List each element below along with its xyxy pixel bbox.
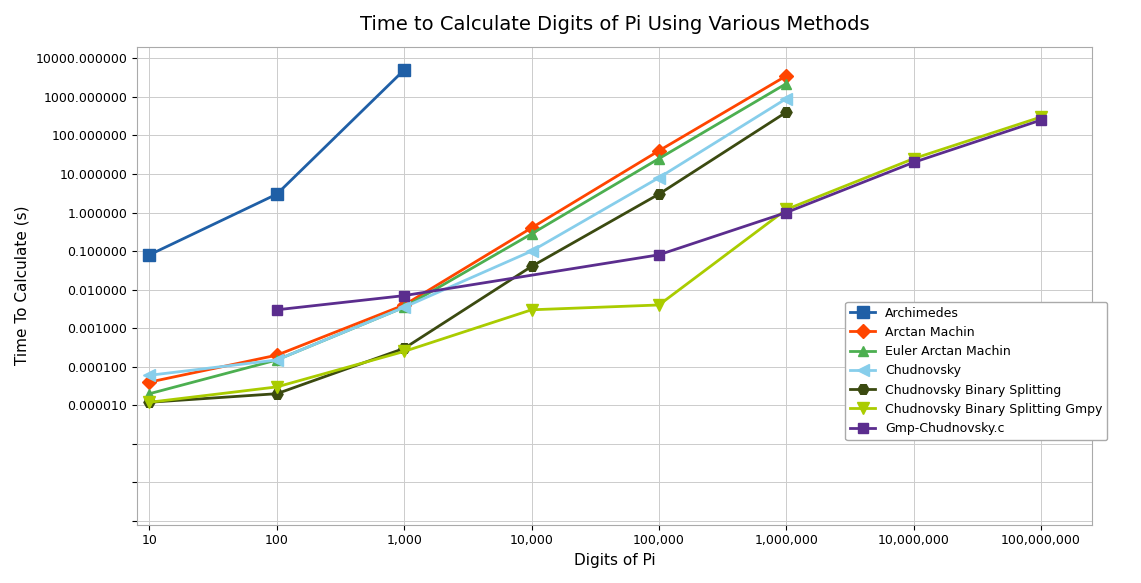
Euler Arctan Machin — [270, 356, 284, 363]
X-axis label: Digits of Pi: Digits of Pi — [574, 553, 655, 568]
Chudnovsky Binary Splitting — [143, 399, 156, 406]
Chudnovsky Binary Splitting Gmpy — [397, 348, 411, 355]
Gmp-Chudnovsky.c — [779, 209, 793, 216]
Chudnovsky Binary Splitting — [270, 390, 284, 397]
Chudnovsky — [653, 174, 666, 181]
Chudnovsky — [397, 304, 411, 311]
Arctan Machin — [397, 301, 411, 308]
Y-axis label: Time To Calculate (s): Time To Calculate (s) — [15, 206, 30, 366]
Arctan Machin — [779, 72, 793, 79]
Euler Arctan Machin — [143, 390, 156, 397]
Title: Time to Calculate Digits of Pi Using Various Methods: Time to Calculate Digits of Pi Using Var… — [359, 15, 869, 34]
Chudnovsky Binary Splitting Gmpy — [525, 306, 539, 313]
Chudnovsky Binary Splitting Gmpy — [653, 301, 666, 308]
Line: Chudnovsky Binary Splitting Gmpy: Chudnovsky Binary Splitting Gmpy — [144, 111, 1046, 408]
Chudnovsky Binary Splitting Gmpy — [143, 399, 156, 406]
Line: Chudnovsky: Chudnovsky — [144, 93, 792, 381]
Gmp-Chudnovsky.c — [653, 251, 666, 258]
Euler Arctan Machin — [525, 230, 539, 237]
Gmp-Chudnovsky.c — [1034, 117, 1047, 124]
Chudnovsky Binary Splitting Gmpy — [779, 206, 793, 213]
Arctan Machin — [143, 378, 156, 385]
Archimedes — [270, 191, 284, 198]
Line: Chudnovsky Binary Splitting: Chudnovsky Binary Splitting — [144, 107, 792, 408]
Chudnovsky Binary Splitting Gmpy — [1034, 114, 1047, 121]
Euler Arctan Machin — [653, 155, 666, 162]
Archimedes — [143, 251, 156, 258]
Chudnovsky Binary Splitting — [779, 108, 793, 115]
Euler Arctan Machin — [397, 304, 411, 311]
Line: Euler Arctan Machin: Euler Arctan Machin — [145, 79, 791, 399]
Chudnovsky Binary Splitting — [525, 263, 539, 270]
Chudnovsky Binary Splitting — [653, 191, 666, 198]
Gmp-Chudnovsky.c — [907, 159, 921, 166]
Chudnovsky Binary Splitting Gmpy — [270, 384, 284, 391]
Chudnovsky — [270, 356, 284, 363]
Arctan Machin — [653, 147, 666, 154]
Chudnovsky — [779, 95, 793, 102]
Gmp-Chudnovsky.c — [270, 306, 284, 313]
Gmp-Chudnovsky.c — [397, 292, 411, 299]
Line: Arctan Machin: Arctan Machin — [145, 71, 791, 387]
Chudnovsky Binary Splitting Gmpy — [907, 155, 921, 162]
Archimedes — [397, 66, 411, 73]
Line: Archimedes: Archimedes — [144, 64, 410, 261]
Chudnovsky Binary Splitting — [397, 345, 411, 352]
Line: Gmp-Chudnovsky.c: Gmp-Chudnovsky.c — [272, 115, 1046, 315]
Chudnovsky — [525, 248, 539, 255]
Legend: Archimedes, Arctan Machin, Euler Arctan Machin, Chudnovsky, Chudnovsky Binary Sp: Archimedes, Arctan Machin, Euler Arctan … — [845, 301, 1108, 440]
Euler Arctan Machin — [779, 80, 793, 87]
Arctan Machin — [270, 352, 284, 359]
Arctan Machin — [525, 224, 539, 231]
Chudnovsky — [143, 372, 156, 379]
